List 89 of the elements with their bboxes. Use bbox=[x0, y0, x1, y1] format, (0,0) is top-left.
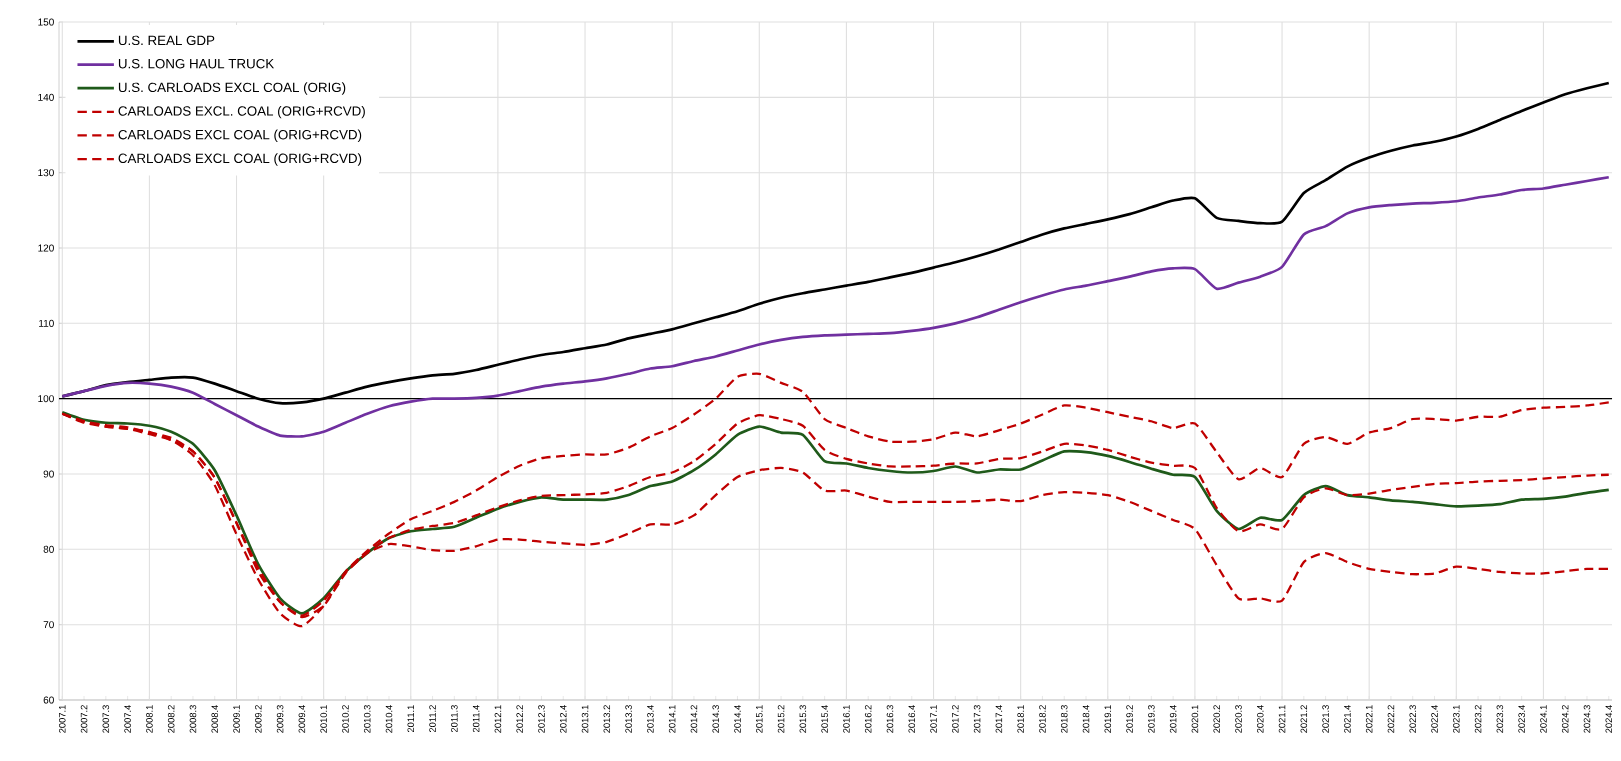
x-tick-label: 2021.3 bbox=[1322, 705, 1329, 733]
x-tick-label: 2007.1 bbox=[58, 705, 66, 733]
legend-label: U.S. REAL GDP bbox=[118, 35, 215, 46]
x-tick-label: 2010.3 bbox=[363, 705, 371, 733]
x-tick-label: 2011.3 bbox=[451, 705, 458, 733]
x-tick-label: 2020.4 bbox=[1256, 704, 1264, 733]
x-tick-label: 2013.2 bbox=[603, 705, 611, 733]
x-tick-label: 2014.3 bbox=[712, 705, 720, 733]
x-tick-label: 2013.3 bbox=[625, 705, 632, 733]
x-tick-label: 2016.4 bbox=[908, 704, 916, 733]
x-tick-label: 2019.2 bbox=[1126, 705, 1133, 733]
x-tick-label: 2014.2 bbox=[690, 705, 698, 733]
x-tick-label: 2008.1 bbox=[146, 705, 153, 733]
x-tick-label: 2009.1 bbox=[233, 705, 240, 733]
x-tick-label: 2015.3 bbox=[799, 705, 807, 733]
x-tick-label: 2016.2 bbox=[864, 705, 872, 733]
x-tick-label: 2021.2 bbox=[1300, 705, 1308, 733]
y-tick-label: 60 bbox=[43, 696, 54, 704]
y-tick-label: 100 bbox=[38, 395, 54, 403]
x-tick-label: 2011.4 bbox=[472, 704, 480, 733]
legend-label: CARLOADS EXCL COAL (ORIG+RCVD) bbox=[118, 129, 362, 143]
x-tick-label: 2017.2 bbox=[952, 705, 959, 733]
x-tick-label: 2018.3 bbox=[1060, 705, 1068, 733]
x-tick-label: 2022.3 bbox=[1409, 705, 1417, 733]
x-tick-label: 2009.2 bbox=[255, 705, 262, 733]
x-tick-label: 2023.1 bbox=[1453, 705, 1460, 733]
x-tick-label: 2012.1 bbox=[494, 705, 502, 733]
x-tick-label: 2019.3 bbox=[1148, 705, 1155, 733]
x-tick-label: 2017.3 bbox=[973, 705, 981, 733]
legend-label: U.S. CARLOADS EXCL COAL (ORIG) bbox=[118, 82, 346, 95]
x-tick-label: 2022.1 bbox=[1365, 705, 1373, 733]
x-tick-label: 2008.3 bbox=[189, 705, 197, 733]
y-tick-label: 80 bbox=[43, 545, 54, 553]
x-tick-label: 2024.1 bbox=[1540, 705, 1547, 733]
x-tick-label: 2016.1 bbox=[843, 705, 850, 733]
x-tick-label: 2010.4 bbox=[385, 704, 393, 733]
x-tick-label: 2008.2 bbox=[167, 705, 175, 733]
x-tick-label: 2019.4 bbox=[1169, 704, 1177, 733]
x-tick-label: 2013.1 bbox=[581, 705, 589, 733]
x-tick-label: 2013.4 bbox=[647, 704, 654, 733]
x-tick-label: 2017.1 bbox=[930, 705, 937, 733]
y-tick-label: 150 bbox=[38, 18, 54, 26]
x-tick-label: 2024.4 bbox=[1605, 704, 1613, 733]
legend-label: CARLOADS EXCL COAL (ORIG+RCVD) bbox=[118, 153, 362, 166]
x-tick-label: 2015.1 bbox=[755, 705, 763, 733]
x-tick-label: 2015.4 bbox=[821, 704, 828, 733]
y-tick-label: 70 bbox=[43, 621, 54, 629]
x-tick-label: 2011.2 bbox=[429, 705, 436, 733]
x-tick-label: 2012.4 bbox=[559, 704, 567, 733]
x-tick-label: 2024.3 bbox=[1583, 705, 1591, 733]
x-tick-label: 2011.1 bbox=[407, 705, 415, 733]
x-tick-label: 2015.2 bbox=[777, 705, 785, 733]
x-tick-label: 2023.4 bbox=[1518, 704, 1525, 733]
x-tick-label: 2020.2 bbox=[1213, 705, 1220, 733]
x-tick-label: 2019.1 bbox=[1104, 705, 1112, 733]
line-series bbox=[60, 175, 1611, 438]
x-tick-label: 2007.3 bbox=[102, 705, 110, 733]
x-tick-label: 2023.2 bbox=[1474, 705, 1482, 733]
y-tick-label: 130 bbox=[38, 169, 54, 177]
x-tick-label: 2021.1 bbox=[1278, 705, 1286, 733]
y-tick-label: 90 bbox=[43, 470, 54, 478]
x-tick-label: 2007.2 bbox=[80, 705, 88, 733]
x-tick-label: 2018.2 bbox=[1039, 705, 1046, 733]
x-tick-label: 2010.1 bbox=[320, 705, 327, 733]
x-tick-label: 2012.2 bbox=[516, 705, 523, 733]
x-tick-label: 2007.4 bbox=[124, 704, 131, 733]
legend-label: U.S. LONG HAUL TRUCK bbox=[118, 58, 275, 69]
x-tick-label: 2016.3 bbox=[886, 705, 894, 733]
y-tick-label: 140 bbox=[38, 93, 54, 101]
x-tick-label: 2009.3 bbox=[276, 705, 284, 733]
x-tick-label: 2014.1 bbox=[668, 705, 676, 733]
x-tick-label: 2018.1 bbox=[1017, 705, 1024, 733]
x-tick-label: 2008.4 bbox=[211, 704, 219, 733]
x-tick-label: 2012.3 bbox=[538, 705, 545, 733]
x-tick-label: 2017.4 bbox=[995, 704, 1003, 733]
x-tick-label: 2020.3 bbox=[1235, 705, 1242, 733]
x-tick-label: 2018.4 bbox=[1082, 704, 1090, 733]
y-tick-label: 120 bbox=[38, 244, 54, 252]
x-tick-label: 2024.2 bbox=[1561, 705, 1569, 733]
y-tick-label: 110 bbox=[39, 319, 54, 327]
x-tick-label: 2010.2 bbox=[342, 705, 349, 733]
x-tick-label: 2021.4 bbox=[1344, 704, 1351, 733]
x-tick-label: 2022.2 bbox=[1387, 705, 1395, 733]
legend-label: CARLOADS EXCL. COAL (ORIG+RCVD) bbox=[118, 105, 365, 119]
x-tick-label: 2014.4 bbox=[734, 704, 741, 733]
x-tick-label: 2023.3 bbox=[1496, 705, 1504, 733]
x-tick-label: 2020.1 bbox=[1191, 705, 1199, 733]
x-tick-label: 2022.4 bbox=[1431, 704, 1438, 733]
x-tick-label: 2009.4 bbox=[298, 704, 306, 733]
